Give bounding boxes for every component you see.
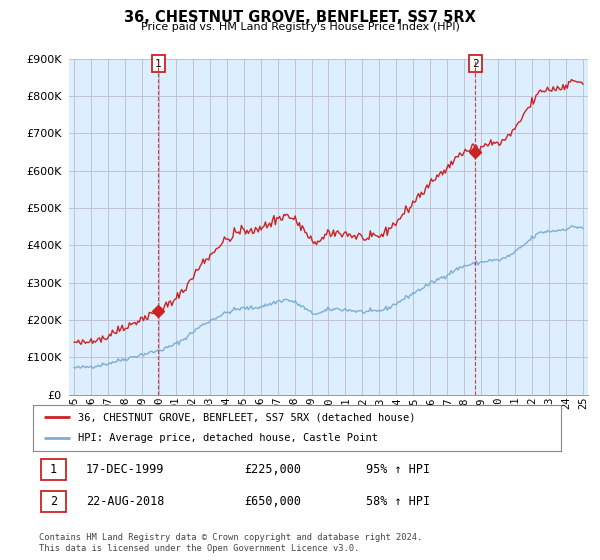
Text: 36, CHESTNUT GROVE, BENFLEET, SS7 5RX: 36, CHESTNUT GROVE, BENFLEET, SS7 5RX — [124, 10, 476, 25]
Text: 17-DEC-1999: 17-DEC-1999 — [86, 463, 164, 476]
Text: £650,000: £650,000 — [244, 495, 301, 508]
FancyBboxPatch shape — [41, 491, 66, 512]
Text: 1: 1 — [50, 463, 57, 476]
Text: £225,000: £225,000 — [244, 463, 301, 476]
Text: 36, CHESTNUT GROVE, BENFLEET, SS7 5RX (detached house): 36, CHESTNUT GROVE, BENFLEET, SS7 5RX (d… — [78, 412, 415, 422]
Text: 1: 1 — [155, 59, 161, 69]
Text: 58% ↑ HPI: 58% ↑ HPI — [365, 495, 430, 508]
Text: Contains HM Land Registry data © Crown copyright and database right 2024.
This d: Contains HM Land Registry data © Crown c… — [39, 533, 422, 553]
Text: 2: 2 — [472, 59, 479, 69]
Text: 95% ↑ HPI: 95% ↑ HPI — [365, 463, 430, 476]
FancyBboxPatch shape — [41, 459, 66, 480]
Text: HPI: Average price, detached house, Castle Point: HPI: Average price, detached house, Cast… — [78, 433, 378, 444]
Text: 22-AUG-2018: 22-AUG-2018 — [86, 495, 164, 508]
Text: 2: 2 — [50, 495, 57, 508]
Text: Price paid vs. HM Land Registry's House Price Index (HPI): Price paid vs. HM Land Registry's House … — [140, 22, 460, 32]
